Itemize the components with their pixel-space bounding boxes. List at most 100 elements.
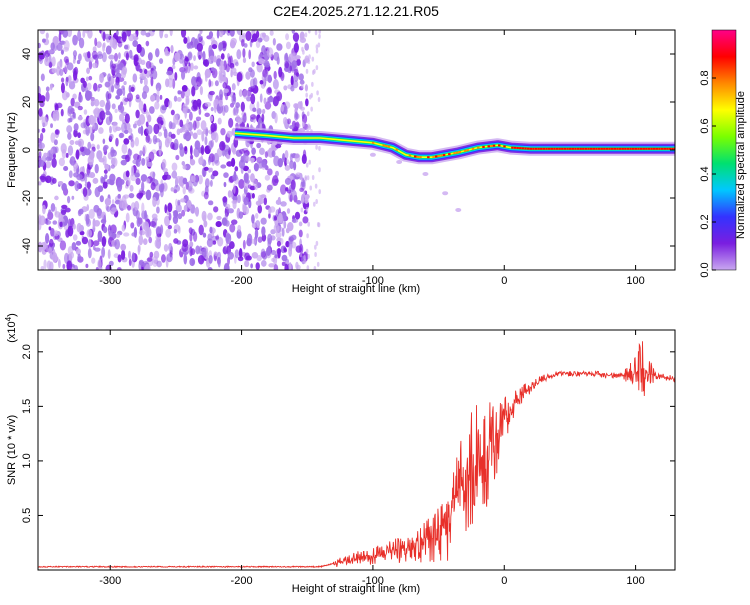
noise-blob: [143, 69, 148, 75]
noise-blob: [92, 46, 97, 53]
noise-blob: [301, 83, 304, 89]
noise-blob: [57, 259, 61, 269]
noise-blob: [189, 246, 193, 257]
noise-blob: [189, 232, 193, 242]
noise-blob: [107, 93, 112, 100]
colorbar-tick-label: 0.0: [699, 262, 711, 277]
signal-core: [637, 147, 640, 150]
spectrogram-ytick-label: -40: [21, 238, 33, 254]
noise-blob: [73, 129, 78, 138]
snr-frame: [37, 329, 676, 571]
noise-blob: [38, 181, 42, 186]
noise-blob: [228, 117, 234, 128]
noise-blob: [307, 221, 310, 227]
noise-blob: [41, 116, 49, 127]
noise-blob: [230, 67, 237, 74]
noise-blob: [295, 261, 299, 270]
noise-blob: [96, 144, 100, 150]
noise-blob: [284, 165, 291, 171]
noise-blob: [145, 121, 149, 128]
noise-blob: [271, 150, 276, 158]
signal-core: [563, 147, 567, 150]
noise-blob: [216, 215, 222, 221]
noise-blob: [218, 89, 224, 101]
noise-blob: [141, 202, 145, 214]
signal-core: [487, 145, 490, 148]
noise-blob: [115, 67, 120, 75]
noise-blob: [117, 41, 123, 48]
colorbar-tick-label: 0.6: [699, 118, 711, 133]
noise-blob: [272, 79, 279, 90]
noise-blob: [49, 238, 54, 247]
noise-blob: [227, 190, 232, 198]
noise-blob: [242, 239, 246, 250]
noise-blob: [264, 101, 272, 110]
noise-blob: [188, 41, 194, 49]
noise-blob: [204, 136, 208, 146]
noise-blob: [148, 236, 153, 244]
noise-blob: [218, 99, 223, 107]
noise-blob: [180, 198, 186, 203]
snr-axes: -300 -200 -100 0 100 0.5 1.0 1.5 2.0: [21, 330, 675, 587]
noise-blob: [97, 83, 103, 89]
noise-blob: [193, 55, 196, 62]
noise-blob: [182, 164, 187, 170]
noise-blob: [83, 109, 88, 115]
noise-blob: [290, 179, 296, 190]
noise-blob: [185, 98, 190, 106]
noise-blob: [199, 85, 204, 96]
noise-blob: [66, 125, 73, 134]
noise-blob: [181, 161, 186, 166]
noise-blob: [203, 191, 209, 200]
noise-blob: [284, 61, 290, 69]
noise-blob: [114, 82, 120, 89]
noise-blob: [167, 202, 173, 213]
noise-blob: [273, 215, 278, 221]
signal-core: [624, 147, 627, 150]
noise-blob: [170, 187, 175, 192]
signal-core: [553, 147, 556, 150]
noise-blob: [152, 171, 156, 180]
noise-blob: [167, 225, 173, 230]
noise-blob: [226, 161, 233, 167]
noise-blob: [229, 30, 235, 37]
noise-blob: [299, 187, 305, 193]
noise-blob: [189, 241, 194, 248]
signal-track: [234, 126, 675, 165]
noise-blob: [245, 30, 252, 41]
noise-blob: [89, 172, 96, 179]
noise-blob: [164, 215, 171, 227]
noise-blob: [202, 214, 207, 223]
signal-core: [655, 147, 659, 150]
noise-blob: [97, 51, 103, 57]
noise-blob: [104, 81, 111, 88]
noise-blob: [121, 224, 126, 232]
noise-blob: [77, 53, 82, 62]
noise-blob: [211, 67, 215, 72]
noise-blob: [184, 123, 190, 130]
noise-blob: [238, 211, 244, 219]
noise-blob: [93, 82, 98, 92]
noise-blob: [45, 91, 50, 102]
noise-blob: [247, 169, 252, 174]
noise-blob: [54, 195, 59, 201]
noise-blob: [135, 94, 140, 100]
noise-blob: [184, 131, 192, 142]
noise-blob: [311, 81, 314, 87]
snr-ytick-label: 0.5: [21, 508, 33, 523]
signal-core: [442, 154, 446, 157]
noise-blob: [231, 174, 238, 181]
noise-blob: [183, 36, 188, 44]
signal-core: [542, 147, 546, 150]
noise-blob: [128, 250, 132, 259]
noise-blob: [180, 90, 185, 99]
noise-blob: [202, 50, 206, 62]
noise-blob: [156, 260, 162, 268]
noise-blob: [318, 145, 321, 151]
noise-blob: [306, 175, 310, 181]
noise-blob: [51, 157, 57, 168]
noise-blob: [267, 168, 273, 176]
noise-blob: [77, 115, 83, 121]
noise-blob: [52, 113, 58, 122]
noise-blob: [92, 62, 98, 69]
